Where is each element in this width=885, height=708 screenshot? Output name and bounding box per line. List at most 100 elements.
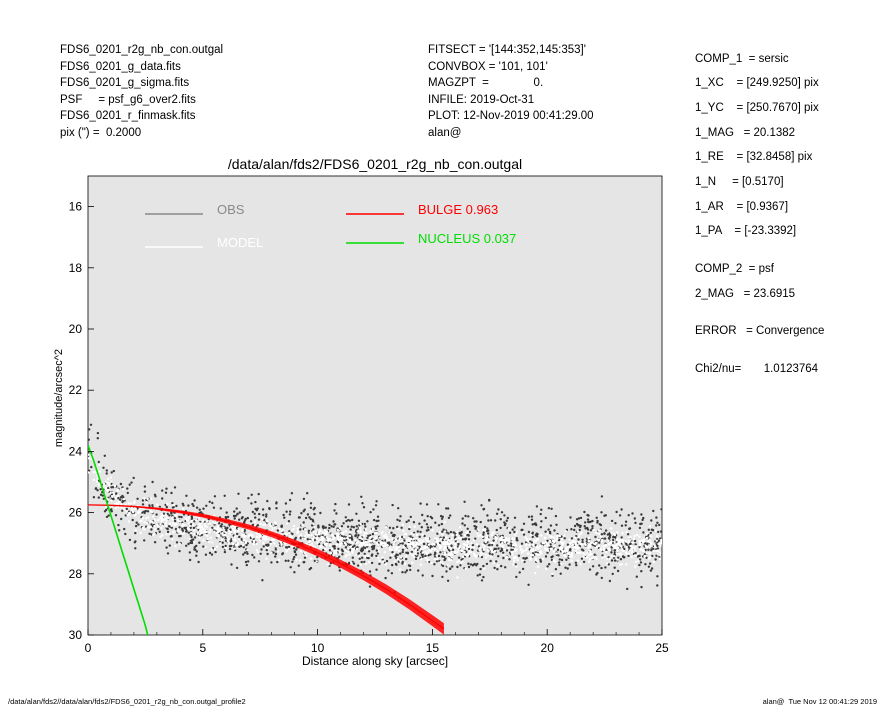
- model-point: [171, 516, 174, 519]
- obs-point: [283, 516, 286, 519]
- model-point: [550, 535, 553, 538]
- model-point: [477, 528, 480, 532]
- obs-point: [189, 541, 192, 544]
- obs-point: [627, 546, 631, 549]
- obs-point: [371, 553, 374, 556]
- obs-point: [190, 535, 193, 539]
- param-line: 1_XC = [249.9250] pix: [695, 77, 819, 89]
- model-point: [405, 555, 408, 558]
- obs-point: [613, 559, 617, 562]
- model-point: [422, 540, 425, 543]
- obs-point: [173, 519, 177, 523]
- obs-point: [401, 571, 404, 574]
- model-point: [597, 544, 600, 548]
- obs-point: [162, 512, 165, 515]
- model-point: [145, 516, 148, 520]
- obs-point: [595, 516, 598, 519]
- model-point: [405, 539, 408, 542]
- obs-point: [179, 534, 182, 538]
- model-point: [359, 523, 362, 526]
- model-point: [290, 529, 293, 533]
- x-axis-label: Distance along sky [arcsec]: [302, 654, 448, 668]
- obs-point: [549, 543, 552, 546]
- model-point: [414, 548, 418, 551]
- model-point: [338, 550, 341, 553]
- model-point: [355, 547, 359, 551]
- obs-scatter: [88, 423, 662, 594]
- obs-point: [456, 565, 459, 569]
- obs-point: [645, 556, 648, 559]
- obs-point: [461, 522, 464, 525]
- model-point: [181, 523, 185, 526]
- model-point: [638, 541, 641, 545]
- obs-point: [438, 542, 442, 545]
- obs-point: [360, 547, 364, 550]
- model-point: [512, 563, 515, 566]
- obs-point: [564, 566, 567, 569]
- model-point: [463, 534, 467, 537]
- model-point: [594, 555, 597, 558]
- obs-point: [141, 503, 145, 506]
- model-point: [414, 552, 417, 555]
- obs-point: [544, 555, 548, 558]
- model-point: [468, 550, 471, 553]
- model-point: [645, 532, 649, 535]
- model-point: [150, 497, 153, 500]
- model-point: [524, 544, 528, 547]
- obs-point: [347, 503, 351, 506]
- model-point: [233, 538, 236, 541]
- obs-point: [143, 490, 147, 493]
- model-point: [582, 555, 585, 558]
- model-point: [325, 530, 329, 533]
- obs-point: [493, 566, 496, 570]
- obs-point: [656, 584, 659, 587]
- obs-point: [257, 518, 261, 521]
- model-point: [625, 552, 628, 555]
- obs-point: [193, 546, 196, 549]
- model-point: [153, 528, 157, 531]
- model-point: [143, 521, 146, 524]
- obs-point: [434, 551, 437, 554]
- model-point: [515, 565, 518, 568]
- obs-point: [544, 516, 547, 520]
- obs-point: [581, 538, 584, 541]
- obs-point: [655, 516, 658, 519]
- model-point: [617, 539, 620, 543]
- model-point: [449, 542, 452, 545]
- model-point: [141, 526, 145, 530]
- model-point: [388, 546, 391, 549]
- obs-point: [244, 560, 248, 564]
- obs-point: [143, 485, 147, 488]
- obs-point: [374, 504, 378, 507]
- model-point: [337, 533, 340, 536]
- obs-point: [603, 532, 606, 535]
- obs-point: [417, 569, 420, 572]
- obs-point: [90, 465, 93, 469]
- obs-point: [253, 556, 256, 559]
- model-point: [329, 544, 332, 547]
- obs-point: [105, 515, 109, 519]
- model-point: [531, 543, 535, 546]
- model-point: [242, 533, 246, 537]
- obs-point: [297, 564, 300, 567]
- model-point: [645, 536, 649, 540]
- obs-point: [143, 510, 146, 513]
- model-point: [392, 546, 396, 549]
- obs-point: [594, 535, 597, 539]
- model-point: [585, 556, 589, 559]
- obs-point: [395, 563, 398, 566]
- obs-point: [583, 525, 586, 528]
- model-point: [224, 531, 227, 534]
- model-point: [528, 538, 532, 541]
- model-point: [365, 532, 368, 535]
- obs-point: [131, 518, 134, 522]
- model-point: [456, 576, 459, 579]
- obs-point: [225, 511, 228, 514]
- obs-point: [195, 550, 198, 553]
- model-point: [130, 502, 133, 505]
- obs-point: [640, 522, 643, 525]
- model-point: [255, 549, 259, 552]
- model-point: [398, 568, 401, 571]
- obs-point: [503, 521, 506, 524]
